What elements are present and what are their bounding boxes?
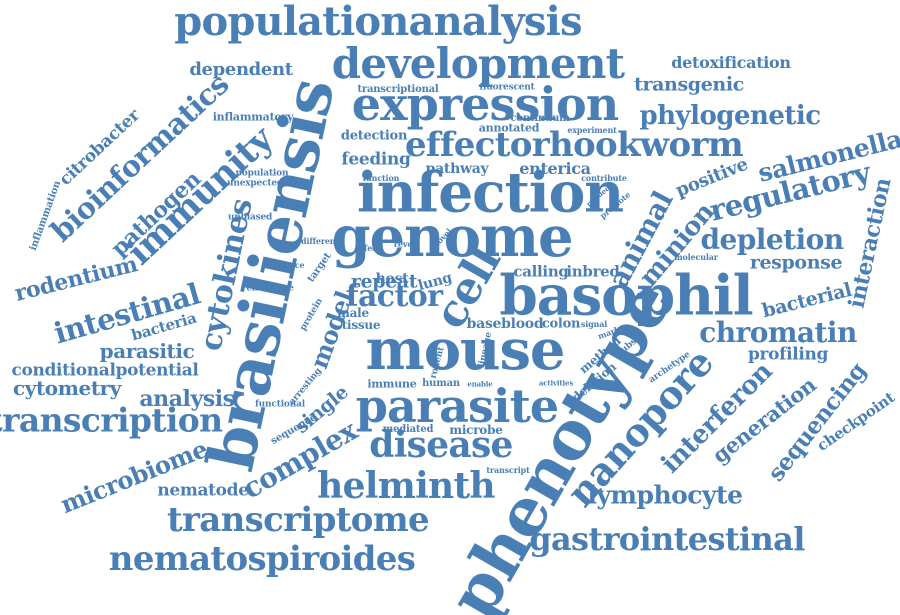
word-dependent: dependent xyxy=(189,59,293,80)
word-depletion: depletion xyxy=(700,223,845,256)
word-human: human xyxy=(422,378,460,389)
word-nematospiroides: nematospiroides xyxy=(108,539,416,579)
word-enterica: enterica xyxy=(519,159,591,178)
word-phylogenetic: phylogenetic xyxy=(639,101,821,131)
word-feeding: feeding xyxy=(341,149,411,170)
word-microbe: microbe xyxy=(449,423,503,437)
word-helminth: helminth xyxy=(317,465,495,507)
word-pathway: pathway xyxy=(425,161,489,177)
word-gastrointestinal: gastrointestinal xyxy=(529,520,805,558)
word-calling: calling xyxy=(513,262,569,281)
word-transcriptional: transcriptional xyxy=(357,84,439,95)
word-functional: functional xyxy=(254,399,306,410)
word-infection: infection xyxy=(356,159,624,225)
word-signal: signal xyxy=(580,319,608,329)
word-detection: detection xyxy=(340,128,408,144)
word-experiment: experiment xyxy=(567,125,617,135)
word-expression: expression xyxy=(351,77,619,131)
word-chromatin: chromatin xyxy=(699,316,857,349)
word-transcription: transcription xyxy=(0,400,223,440)
word-mediated: mediated xyxy=(382,424,434,435)
word-affect: affect xyxy=(355,243,381,253)
word-transgenic: transgenic xyxy=(634,73,744,96)
word-transcriptome: transcriptome xyxy=(167,500,430,540)
word-basophil: basophil xyxy=(499,262,753,328)
word-enable: enable xyxy=(467,379,493,389)
word-tissue: tissue xyxy=(341,318,381,332)
word-repeat: repeat xyxy=(350,270,418,293)
word-fluorescent: fluorescent xyxy=(479,82,535,93)
word-parasitic: parasitic xyxy=(99,339,195,363)
word-immune: immune xyxy=(367,377,417,391)
word-baseblood: baseblood xyxy=(466,316,544,332)
word-analysis: analysis xyxy=(139,386,235,412)
word-function: function xyxy=(362,173,400,183)
word-factor: factor xyxy=(345,279,443,314)
word-development: development xyxy=(331,39,625,88)
word-inflammatory: inflammatory xyxy=(212,110,294,124)
word-profiling: profiling xyxy=(747,344,829,365)
word-different: different xyxy=(301,236,339,246)
word-conditionalpotential: conditionalpotential xyxy=(11,360,199,381)
word-lymphocyte: lymphocyte xyxy=(587,480,743,510)
word-host: host xyxy=(375,271,409,287)
word-population: population xyxy=(235,168,289,179)
word-inbred: inbred xyxy=(566,262,620,281)
word-male: male xyxy=(337,306,369,320)
word-populationanalysis: populationanalysis xyxy=(174,0,582,45)
word-continuum: continuum xyxy=(510,113,570,124)
word-activities: activities xyxy=(538,378,574,388)
word-unbiased: unbiased xyxy=(227,212,273,223)
word-parasite: parasite xyxy=(355,379,559,433)
word-disease: disease xyxy=(369,424,513,466)
word-detoxification: detoxification xyxy=(671,53,791,72)
word-molecular: molecular xyxy=(674,252,718,262)
word-transcript: transcript xyxy=(486,465,530,475)
word-challenge: challenge xyxy=(246,283,294,294)
word-nematode: nematode xyxy=(157,480,249,501)
word-reveal: reveal xyxy=(393,239,421,249)
word-response: response xyxy=(749,251,843,274)
word-contribute: contribute xyxy=(581,173,627,183)
word-colon: colon xyxy=(541,316,581,332)
word-interaction: interaction xyxy=(843,175,897,311)
word-genome: genome xyxy=(331,204,573,270)
word-cytometry: cytometry xyxy=(12,376,122,400)
word-annotated: annotated xyxy=(478,121,540,135)
word-variance: variance xyxy=(267,260,305,270)
word-unexpected: unexpected xyxy=(226,178,284,189)
word-mouse: mouse xyxy=(365,317,566,383)
word-effectorhookworm: effectorhookworm xyxy=(404,125,744,165)
